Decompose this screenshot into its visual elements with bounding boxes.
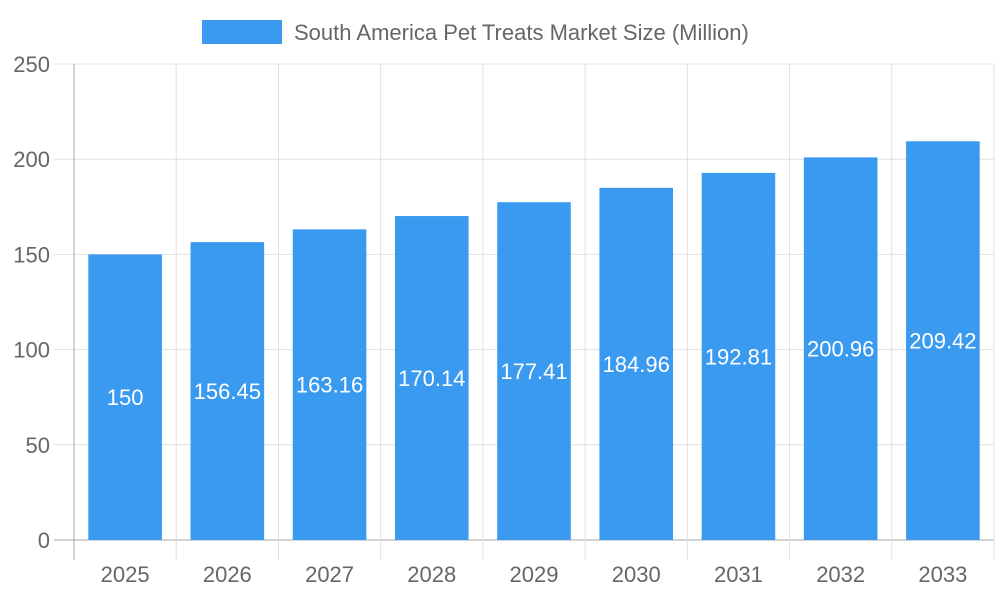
x-tick-label: 2031 [714,562,763,587]
x-tick-label: 2029 [510,562,559,587]
gridlines [54,63,995,560]
data-label: 200.96 [807,337,874,362]
data-label: 177.41 [500,359,567,384]
data-label: 209.42 [909,329,976,354]
x-tick-label: 2032 [816,562,865,587]
bar-2030 [599,187,674,540]
data-label: 163.16 [296,373,363,398]
legend[interactable]: South America Pet Treats Market Size (Mi… [202,20,749,45]
x-tick-label: 2033 [918,562,967,587]
bar-2026 [190,242,265,540]
y-tick-label: 200 [13,147,50,172]
legend-swatch [202,20,282,44]
bar-2028 [394,216,469,540]
y-tick-label: 250 [13,52,50,77]
x-tick-label: 2026 [203,562,252,587]
data-label: 150 [107,385,144,410]
y-tick-label: 100 [13,338,50,363]
bar-2031 [701,172,776,540]
bar-2025 [88,254,162,540]
y-tick-label: 150 [13,242,50,267]
y-tick-label: 0 [38,528,50,553]
bar-2029 [497,202,571,540]
bar-2033 [906,141,980,540]
data-label: 184.96 [603,352,670,377]
x-tick-label: 2025 [101,562,150,587]
data-label: 192.81 [705,344,772,369]
x-axis-ticks: 2025 2026 2027 2028 2029 2030 2031 2032 2033 [101,562,968,587]
bars [88,141,980,540]
y-tick-label: 50 [26,433,50,458]
x-tick-label: 2027 [305,562,354,587]
x-tick-label: 2028 [407,562,456,587]
data-label: 156.45 [194,379,261,404]
y-axis-ticks: 0 50 100 150 200 250 [13,52,50,553]
legend-label: South America Pet Treats Market Size (Mi… [294,20,749,45]
bar-2027 [292,229,367,540]
data-label: 170.14 [398,366,465,391]
x-tick-label: 2030 [612,562,661,587]
data-labels: 150 156.45 163.16 170.14 177.41 184.96 192.81 2… [107,329,977,411]
bar-2032 [803,157,878,540]
